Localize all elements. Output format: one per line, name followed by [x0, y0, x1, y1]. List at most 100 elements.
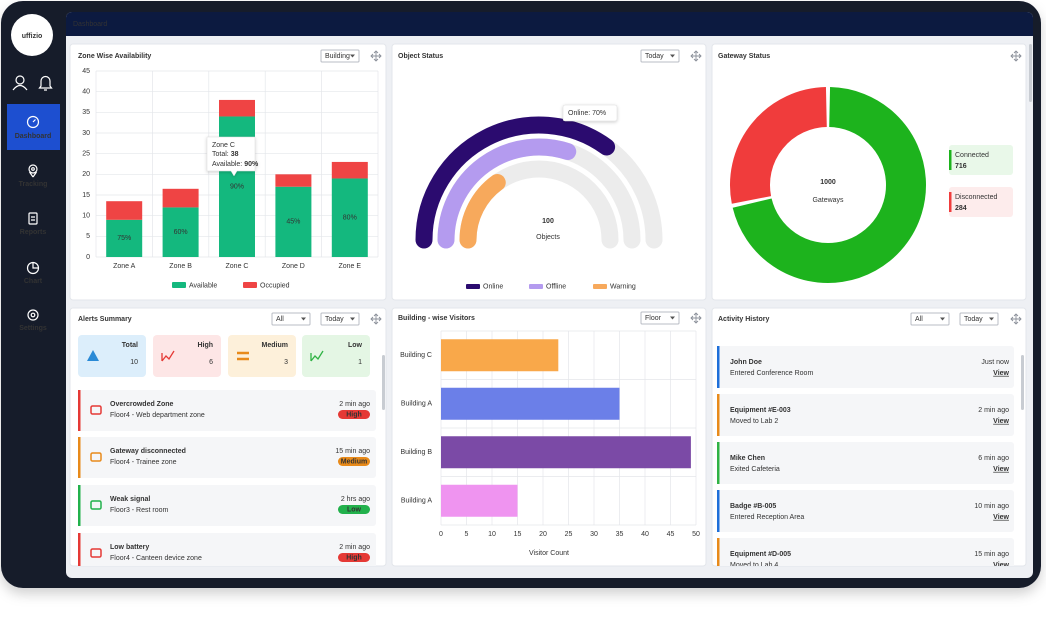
bar-segment[interactable] [331, 178, 368, 257]
nav-label[interactable]: Dashboard [15, 133, 52, 140]
nav-label[interactable]: Tracking [19, 181, 48, 188]
gauge-arc[interactable] [437, 138, 577, 249]
severity-label: Medium [341, 459, 367, 466]
view-link[interactable]: View [993, 370, 1009, 377]
dropdown[interactable] [640, 311, 680, 325]
activity-name: Badge #B-005 [730, 503, 776, 510]
bar[interactable] [441, 339, 559, 372]
bar-segment[interactable] [106, 219, 143, 257]
tooltip-text: Available: [212, 161, 242, 168]
dropdown-label[interactable]: All [276, 316, 284, 323]
x-tick-label: 50 [692, 531, 700, 538]
dropdown[interactable] [320, 49, 360, 63]
bar-segment[interactable] [219, 99, 255, 117]
legend-label: Connected [955, 152, 989, 159]
x-tick-label: 0 [439, 531, 443, 538]
panel-title: Object Status [398, 53, 443, 60]
activity-detail: Exited Cafeteria [730, 466, 780, 473]
logo: uffizio [22, 33, 43, 40]
alert-item[interactable] [78, 437, 376, 478]
tooltip-value: 38 [231, 151, 239, 158]
donut-segment[interactable] [730, 87, 828, 204]
summary-card[interactable] [153, 335, 221, 377]
alert-item[interactable] [78, 485, 376, 526]
view-link[interactable]: View [993, 466, 1009, 473]
tooltip-text: Online: 70% [568, 110, 606, 117]
panel-title: Gateway Status [718, 53, 770, 60]
bar-segment[interactable] [162, 207, 199, 257]
dropdown[interactable] [959, 312, 999, 326]
activity-detail: Moved to Lab 2 [730, 418, 778, 425]
activity-item [717, 394, 1014, 436]
dropdown-label[interactable]: Today [645, 53, 664, 60]
tooltip-available: Available: 90% [212, 161, 259, 168]
summary-card[interactable] [78, 335, 146, 377]
legend-bar [949, 192, 952, 212]
dropdown[interactable] [640, 49, 680, 63]
donut-segment[interactable] [732, 87, 926, 283]
x-tick-label: 20 [539, 531, 547, 538]
bar[interactable] [441, 484, 518, 517]
nav-label[interactable]: Chart [24, 278, 43, 285]
drag-icon[interactable] [690, 312, 702, 324]
dropdown-label[interactable]: Today [325, 316, 344, 323]
drag-icon[interactable] [370, 313, 382, 325]
view-link[interactable]: View [993, 418, 1009, 425]
summary-label: Medium [262, 342, 288, 349]
dropdown[interactable] [320, 312, 360, 326]
x-tick-label: Zone E [339, 263, 362, 270]
x-tick-label: Zone C [226, 263, 249, 270]
dropdown-label[interactable]: All [915, 316, 923, 323]
legend-box [949, 145, 1013, 175]
bar[interactable] [441, 387, 620, 420]
drag-icon[interactable] [370, 50, 382, 62]
panel-title: Alerts Summary [78, 316, 132, 323]
dropdown[interactable] [271, 312, 311, 326]
drag-icon[interactable] [1010, 50, 1022, 62]
bar-segment[interactable] [106, 201, 143, 220]
dropdown-label[interactable]: Today [964, 316, 983, 323]
tooltip-value: 90% [244, 161, 259, 168]
tooltip-box [206, 136, 256, 177]
x-tick-label: 5 [465, 531, 469, 538]
nav-label[interactable]: Reports [20, 229, 47, 236]
dropdown-caret [670, 316, 675, 320]
alert-accent [78, 390, 81, 431]
dropdown[interactable] [910, 312, 950, 326]
summary-card[interactable] [302, 335, 370, 377]
bar-label: 45% [286, 219, 300, 226]
activity-time: Just now [981, 359, 1010, 366]
drag-icon[interactable] [690, 50, 702, 62]
summary-value: 3 [284, 359, 288, 366]
alert-item[interactable] [78, 390, 376, 431]
bar-segment[interactable] [331, 161, 368, 179]
dropdown-label[interactable]: Building [325, 53, 350, 60]
summary-card[interactable] [228, 335, 296, 377]
alert-location: Floor4 - Trainee zone [110, 459, 177, 466]
bar-segment[interactable] [275, 186, 312, 257]
bar-segment[interactable] [162, 188, 199, 208]
bar[interactable] [441, 436, 691, 469]
tooltip-total: Total: 38 [212, 151, 239, 158]
legend-box [949, 187, 1013, 217]
drag-icon[interactable] [1010, 313, 1022, 325]
gauge-arc[interactable] [415, 116, 616, 249]
alert-time: 2 hrs ago [341, 496, 370, 503]
nav-label[interactable]: Settings [19, 325, 47, 332]
view-link[interactable]: View [993, 514, 1009, 521]
gauge-arc[interactable] [459, 174, 506, 249]
bar-segment[interactable] [275, 174, 312, 187]
summary-icon [161, 350, 175, 362]
view-link[interactable]: View [993, 562, 1009, 569]
severity-label: High [346, 555, 362, 562]
x-tick-label: Zone A [113, 263, 136, 270]
alerts-list: Overcrowded Zone Floor4 - Web department … [78, 390, 376, 574]
activity-accent [717, 538, 720, 566]
severity-label: Low [347, 507, 362, 514]
panel-title: Activity History [718, 316, 769, 323]
dropdown-label[interactable]: Floor [645, 315, 662, 322]
alert-time: 2 min ago [339, 401, 370, 408]
alert-icon [90, 500, 102, 510]
activity-accent [717, 490, 720, 532]
alert-item[interactable] [78, 533, 376, 574]
